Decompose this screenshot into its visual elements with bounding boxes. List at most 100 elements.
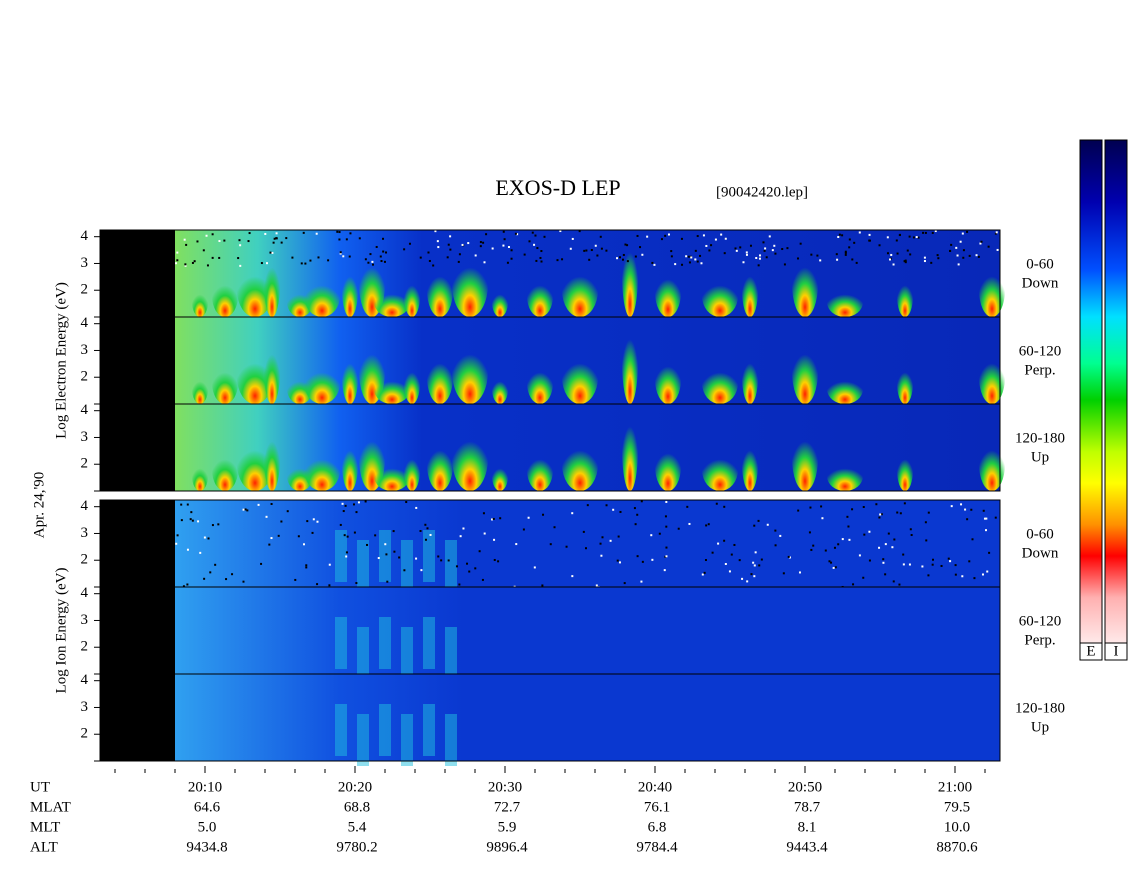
noise <box>898 234 901 237</box>
noise <box>924 521 927 524</box>
noise <box>878 516 881 519</box>
noise <box>355 511 358 514</box>
noise <box>342 510 345 513</box>
noise <box>341 502 344 505</box>
noise <box>949 249 952 252</box>
spectrogram-feature <box>527 275 553 317</box>
noise <box>664 234 667 237</box>
noise <box>493 538 496 541</box>
spectrogram-feature <box>374 287 410 317</box>
noise <box>787 555 790 558</box>
noise <box>499 517 502 520</box>
noise <box>339 251 342 254</box>
noise <box>237 257 240 260</box>
y-tick-label: 2 <box>81 456 89 472</box>
spectrogram-feature <box>622 405 638 491</box>
noise <box>186 548 189 551</box>
noise <box>559 230 562 233</box>
noise <box>600 247 603 250</box>
ephemeris-value: 72.7 <box>494 799 521 815</box>
noise <box>841 538 844 541</box>
noise <box>338 231 341 234</box>
noise <box>753 575 756 578</box>
noise <box>315 232 318 235</box>
noise <box>651 261 654 264</box>
noise <box>960 503 963 506</box>
noise <box>653 263 656 266</box>
noise <box>909 253 912 256</box>
pitch-angle: 60-120 <box>1019 613 1062 629</box>
noise <box>468 570 471 573</box>
x-tick-label: 21:00 <box>938 779 972 795</box>
noise <box>753 564 756 567</box>
noise <box>449 235 452 238</box>
noise <box>797 257 800 260</box>
y-tick-label: 4 <box>81 228 89 244</box>
spectrogram-feature <box>357 540 369 592</box>
noise <box>841 234 844 237</box>
noise <box>685 255 688 258</box>
noise <box>884 573 887 576</box>
noise <box>185 243 188 246</box>
noise <box>432 264 435 267</box>
noise <box>909 528 912 531</box>
noise <box>190 511 193 514</box>
spectrogram-feature <box>335 617 347 669</box>
noise <box>371 260 374 263</box>
ephemeris-value: 9434.8 <box>186 839 227 855</box>
noise <box>664 515 667 518</box>
spectrogram-feature <box>742 263 758 317</box>
noise <box>664 555 667 558</box>
spectrogram-panel <box>100 587 1000 674</box>
noise <box>466 562 469 565</box>
noise <box>305 566 308 569</box>
noise <box>704 559 707 562</box>
noise <box>724 237 727 240</box>
noise <box>180 519 183 522</box>
noise <box>851 258 854 261</box>
y-tick-label: 3 <box>81 255 89 271</box>
colorbar-label-box <box>1079 642 1103 661</box>
noise <box>247 240 250 243</box>
spectrogram-feature <box>427 263 453 317</box>
noise <box>640 500 643 503</box>
noise <box>348 255 351 258</box>
noise <box>225 578 228 581</box>
noise <box>982 509 985 512</box>
noise <box>853 241 856 244</box>
noise <box>599 235 602 238</box>
noise <box>300 262 303 265</box>
noise <box>527 516 530 519</box>
noise <box>199 551 202 554</box>
noise <box>186 583 189 586</box>
noise <box>724 562 727 565</box>
noise <box>681 263 684 266</box>
noise <box>491 247 494 250</box>
ephemeris-value: 9443.4 <box>786 839 828 855</box>
noise <box>272 241 275 244</box>
noise <box>968 560 971 563</box>
noise <box>639 246 642 249</box>
noise <box>687 255 690 258</box>
spectrogram-feature <box>827 374 863 404</box>
noise <box>910 534 913 537</box>
noise <box>959 240 962 243</box>
noise <box>985 517 988 520</box>
spectrogram-feature <box>374 461 410 491</box>
noise <box>950 243 953 246</box>
spectrogram-feature <box>897 449 913 491</box>
spectrogram-feature <box>622 318 638 404</box>
noise <box>634 523 637 526</box>
noise <box>345 238 348 241</box>
ephemeris-value: 5.9 <box>498 819 517 835</box>
noise <box>820 505 823 508</box>
noise <box>528 240 531 243</box>
y-axis-label: Log Electron Energy (eV) <box>53 282 69 439</box>
noise <box>491 518 494 521</box>
noise <box>954 564 957 567</box>
spectrogram-feature <box>527 449 553 491</box>
noise <box>783 263 786 266</box>
noise <box>641 253 644 256</box>
spectrogram-feature <box>702 449 738 491</box>
